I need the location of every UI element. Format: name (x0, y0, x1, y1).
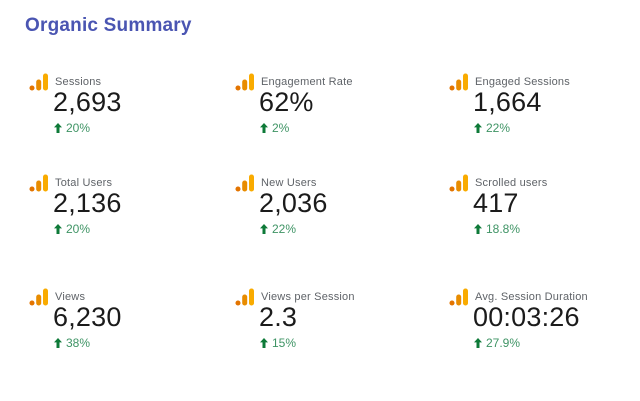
scorecard: Views 6,230 38% (29, 285, 229, 365)
scorecard: Sessions 2,693 20% (29, 70, 229, 150)
arrow-up-icon (54, 123, 62, 133)
metric-value: 2.3 (259, 302, 298, 332)
metric-delta-text: 27.9% (486, 336, 521, 350)
metric-label: New Users (261, 177, 317, 189)
metric-delta-text: 20% (66, 121, 91, 135)
metric-value: 1,664 (473, 87, 542, 117)
metric-label: Scrolled users (475, 177, 548, 189)
arrow-up-icon (54, 338, 62, 348)
metric-delta-text: 20% (66, 222, 91, 236)
metric-value: 62% (259, 87, 314, 117)
scorecard: Total Users 2,136 20% (29, 171, 229, 251)
metric-label: Avg. Session Duration (475, 291, 588, 303)
arrow-up-icon (474, 338, 482, 348)
scorecard: Engaged Sessions 1,664 22% (449, 70, 640, 150)
analytics-bars-icon (29, 288, 48, 306)
metric-delta: 2% (260, 121, 289, 135)
analytics-bars-icon (29, 73, 48, 91)
metric-delta: 20% (54, 222, 90, 236)
arrow-up-icon (260, 123, 268, 133)
metric-delta: 38% (54, 336, 90, 350)
metric-value: 00:03:26 (473, 302, 580, 332)
arrow-up-icon (260, 224, 268, 234)
arrow-up-icon (474, 123, 482, 133)
analytics-bars-icon (449, 174, 468, 192)
metric-delta-text: 38% (66, 336, 91, 350)
metric-delta-text: 2% (272, 121, 290, 135)
analytics-bars-icon (449, 288, 468, 306)
metric-label: Sessions (55, 76, 102, 88)
analytics-bars-icon (29, 174, 48, 192)
metric-value: 417 (473, 188, 519, 218)
metric-value: 6,230 (53, 302, 122, 332)
arrow-up-icon (54, 224, 62, 234)
scorecard: Scrolled users 417 18.8% (449, 171, 640, 251)
metric-delta: 22% (474, 121, 510, 135)
metric-delta-text: 22% (272, 222, 297, 236)
metric-delta: 18.8% (474, 222, 520, 236)
analytics-bars-icon (235, 174, 254, 192)
arrow-up-icon (474, 224, 482, 234)
scorecard: Views per Session 2.3 15% (235, 285, 435, 365)
metric-label: Views per Session (261, 291, 355, 303)
metric-delta: 20% (54, 121, 90, 135)
metric-label: Engaged Sessions (475, 76, 570, 88)
scorecard: Avg. Session Duration 00:03:26 27.9% (449, 285, 640, 365)
analytics-bars-icon (235, 288, 254, 306)
metric-value: 2,136 (53, 188, 122, 218)
metric-label: Engagement Rate (261, 76, 353, 88)
metric-label: Views (55, 291, 86, 303)
metric-value: 2,693 (53, 87, 122, 117)
metric-delta-text: 22% (486, 121, 511, 135)
arrow-up-icon (260, 338, 268, 348)
metric-delta-text: 15% (272, 336, 297, 350)
analytics-bars-icon (235, 73, 254, 91)
metric-label: Total Users (55, 177, 113, 189)
page-title: Organic Summary (25, 15, 192, 36)
metric-value: 2,036 (259, 188, 328, 218)
analytics-bars-icon (449, 73, 468, 91)
metric-delta: 15% (260, 336, 296, 350)
metric-delta: 27.9% (474, 336, 520, 350)
scorecard: Engagement Rate 62% 2% (235, 70, 435, 150)
metric-delta-text: 18.8% (486, 222, 521, 236)
scorecard: New Users 2,036 22% (235, 171, 435, 251)
metric-delta: 22% (260, 222, 296, 236)
